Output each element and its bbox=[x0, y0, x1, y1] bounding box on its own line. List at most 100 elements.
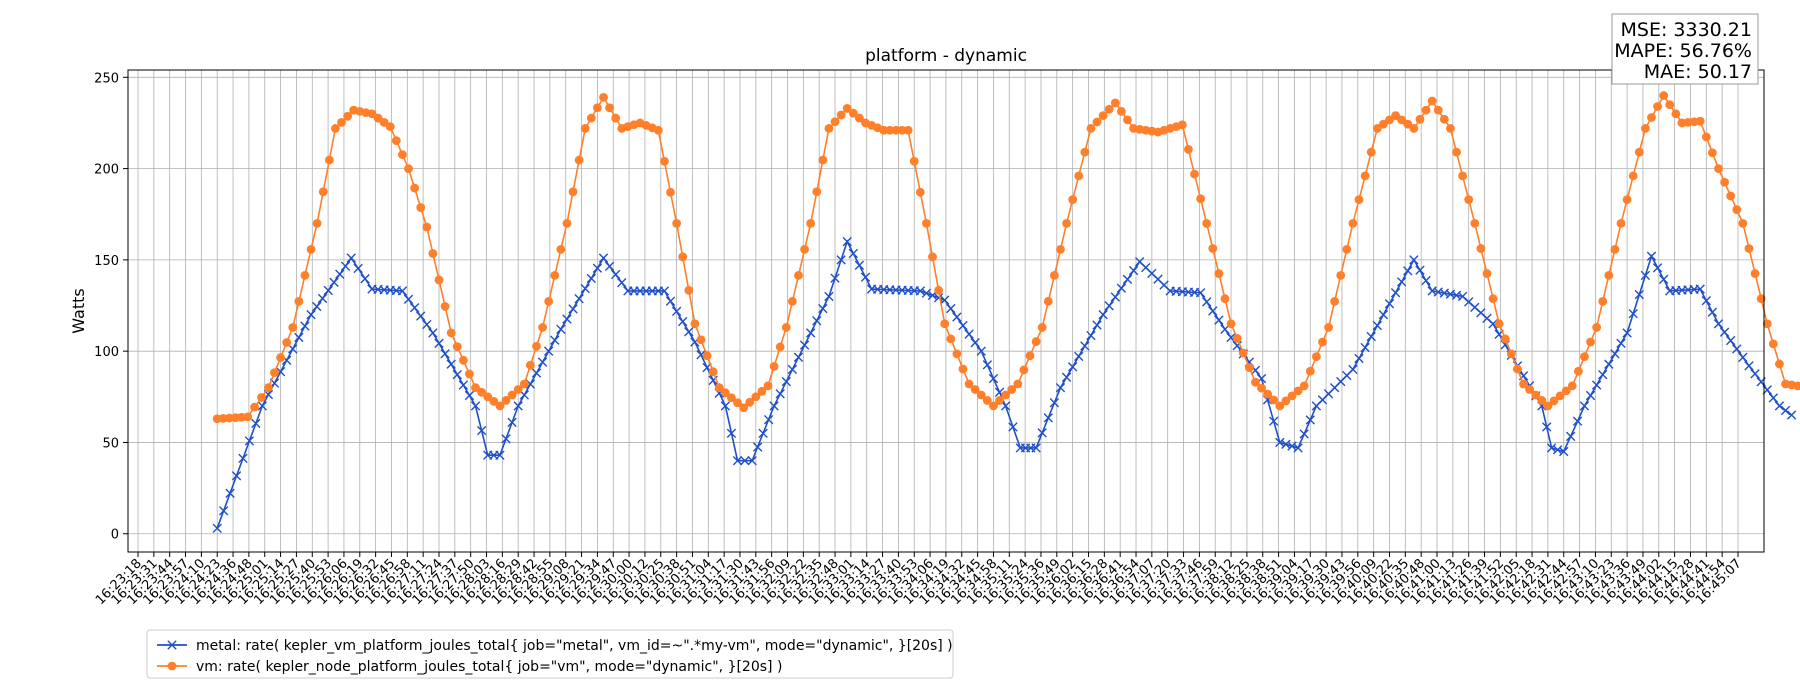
data-point bbox=[1559, 446, 1569, 457]
data-point bbox=[243, 412, 253, 422]
data-point bbox=[329, 277, 339, 288]
data-point bbox=[1726, 191, 1736, 201]
data-point bbox=[1732, 344, 1742, 354]
data-point bbox=[593, 103, 602, 113]
data-point bbox=[592, 263, 603, 273]
data-point bbox=[489, 396, 499, 406]
data-point bbox=[495, 401, 505, 411]
data-point bbox=[312, 218, 322, 228]
y-tick-label: 100 bbox=[94, 345, 119, 360]
y-tick-label: 150 bbox=[94, 254, 119, 269]
data-point bbox=[1281, 439, 1291, 449]
data-point bbox=[1470, 218, 1480, 228]
data-point bbox=[940, 319, 950, 329]
data-point bbox=[335, 269, 345, 279]
data-point bbox=[1287, 391, 1297, 401]
data-point bbox=[1714, 164, 1723, 173]
data-point bbox=[1494, 319, 1504, 329]
data-point bbox=[769, 361, 779, 371]
data-point bbox=[1421, 275, 1431, 286]
data-point bbox=[446, 359, 456, 369]
data-point bbox=[976, 346, 986, 356]
data-point bbox=[1208, 306, 1218, 316]
data-point bbox=[1713, 319, 1724, 329]
data-point bbox=[909, 156, 919, 166]
data-point bbox=[1056, 244, 1065, 254]
data-point bbox=[343, 111, 352, 121]
data-point bbox=[1786, 410, 1797, 420]
data-point bbox=[501, 396, 511, 405]
data-point bbox=[1275, 401, 1285, 411]
data-point bbox=[434, 338, 444, 349]
data-point bbox=[794, 270, 803, 280]
data-point bbox=[1244, 363, 1254, 372]
data-point bbox=[1421, 105, 1431, 115]
data-point bbox=[1598, 369, 1608, 380]
data-point bbox=[1348, 364, 1358, 375]
data-point bbox=[1549, 396, 1559, 406]
data-point bbox=[1391, 111, 1400, 121]
data-point bbox=[1546, 443, 1557, 453]
data-point bbox=[714, 383, 724, 393]
data-point bbox=[167, 661, 177, 671]
data-point bbox=[1232, 333, 1242, 343]
metrics-box: MSE: 3330.21 MAPE: 56.76% MAE: 50.17 bbox=[1611, 13, 1759, 85]
data-point bbox=[404, 164, 413, 173]
data-point bbox=[1068, 195, 1078, 205]
data-point bbox=[568, 304, 578, 314]
data-point bbox=[720, 401, 731, 411]
data-point bbox=[1128, 265, 1139, 276]
data-point bbox=[958, 364, 968, 374]
data-point bbox=[416, 311, 426, 321]
data-point bbox=[1037, 428, 1047, 438]
data-point bbox=[763, 381, 773, 391]
data-point bbox=[580, 124, 590, 133]
data-point bbox=[1708, 148, 1717, 158]
data-point bbox=[1658, 274, 1669, 285]
data-point bbox=[586, 113, 596, 123]
data-point bbox=[464, 390, 475, 401]
data-point bbox=[1366, 331, 1376, 342]
data-point bbox=[470, 401, 481, 411]
data-point bbox=[574, 294, 584, 304]
data-point bbox=[1049, 398, 1060, 408]
data-point bbox=[934, 285, 944, 295]
data-point bbox=[1360, 342, 1370, 353]
data-point bbox=[1701, 295, 1712, 306]
data-point bbox=[1720, 177, 1729, 187]
data-point bbox=[1348, 218, 1358, 228]
data-point bbox=[854, 260, 865, 271]
data-point bbox=[250, 402, 259, 412]
data-point bbox=[1037, 323, 1047, 332]
metric-mse: MSE: 3330.21 bbox=[1621, 19, 1752, 41]
data-point bbox=[403, 294, 414, 305]
data-point bbox=[659, 286, 670, 296]
data-point bbox=[1287, 441, 1297, 451]
data-point bbox=[531, 368, 542, 378]
data-point bbox=[1293, 443, 1303, 453]
series-vm bbox=[212, 91, 1800, 424]
y-axis-title: Watts bbox=[69, 288, 88, 333]
data-point bbox=[745, 397, 755, 407]
data-point bbox=[428, 328, 438, 338]
data-point bbox=[1299, 381, 1309, 391]
data-point bbox=[562, 314, 572, 324]
data-point bbox=[696, 335, 706, 345]
data-point bbox=[1707, 307, 1718, 317]
data-point bbox=[1695, 284, 1705, 294]
data-point bbox=[1378, 309, 1389, 320]
data-point bbox=[1220, 294, 1230, 304]
data-point bbox=[988, 373, 999, 384]
data-point bbox=[1488, 294, 1498, 304]
data-point bbox=[458, 355, 468, 365]
data-point bbox=[611, 113, 621, 123]
data-point bbox=[599, 92, 608, 102]
data-point bbox=[1238, 348, 1248, 358]
data-point bbox=[946, 303, 956, 314]
data-point bbox=[848, 248, 859, 259]
data-point bbox=[952, 312, 962, 322]
data-point bbox=[726, 428, 737, 439]
data-point bbox=[824, 124, 834, 133]
data-point bbox=[751, 392, 761, 402]
data-point bbox=[318, 187, 328, 197]
